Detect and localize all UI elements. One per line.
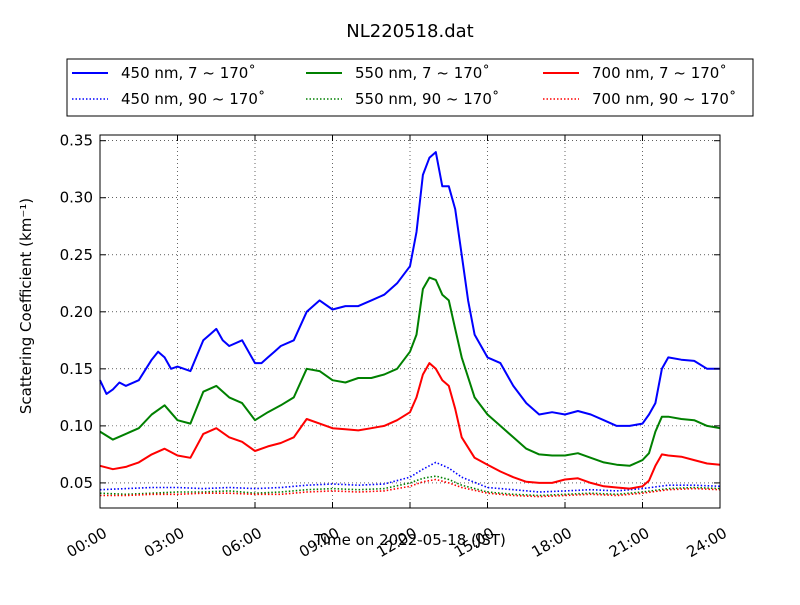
- series-line-450nm-90-170: [99, 461, 721, 493]
- x-tick-label: 06:00: [219, 524, 265, 561]
- x-tick-label: 21:00: [606, 524, 652, 561]
- x-axis-label: Time on 2022-05-18 (JST): [313, 531, 506, 549]
- legend-label: 450 nm, 90 ~ 170˚: [121, 90, 265, 108]
- chart-title: NL220518.dat: [346, 21, 473, 42]
- y-tick-label: 0.25: [60, 246, 93, 264]
- x-tick-label: 18:00: [529, 524, 575, 561]
- x-tick-label: 00:00: [64, 524, 110, 561]
- plot-area: [100, 135, 720, 508]
- series-layer: [99, 151, 721, 498]
- legend-label: 700 nm, 90 ~ 170˚: [592, 90, 736, 108]
- series-line-550nm-7-170: [99, 276, 721, 467]
- series-line-700nm-90-170: [100, 478, 721, 498]
- legend: 450 nm, 7 ~ 170˚ 450 nm, 90 ~ 170˚ 550 nm,…: [66, 58, 754, 117]
- legend-label: 450 nm, 7 ~ 170˚: [121, 64, 256, 82]
- y-tick-label: 0.35: [60, 132, 93, 150]
- y-tick-label: 0.20: [60, 303, 93, 321]
- y-tick-label: 0.30: [60, 189, 93, 207]
- legend-label: 700 nm, 7 ~ 170˚: [592, 64, 727, 82]
- x-tick-label: 24:00: [684, 524, 730, 561]
- series-line-700nm-7-170: [99, 362, 721, 490]
- x-tick-label: 03:00: [141, 524, 187, 561]
- y-tick-label: 0.10: [60, 417, 93, 435]
- legend-label: 550 nm, 7 ~ 170˚: [355, 64, 490, 82]
- series-line-450nm-7-170: [99, 151, 720, 427]
- y-tick-label: 0.05: [60, 474, 93, 492]
- legend-label: 550 nm, 90 ~ 170˚: [355, 90, 499, 108]
- legend-frame: [66, 58, 754, 117]
- series-line-550nm-90-170: [99, 475, 721, 497]
- y-tick-label: 0.15: [60, 360, 93, 378]
- y-axis-label: Scattering Coefficient (km⁻¹): [17, 198, 35, 414]
